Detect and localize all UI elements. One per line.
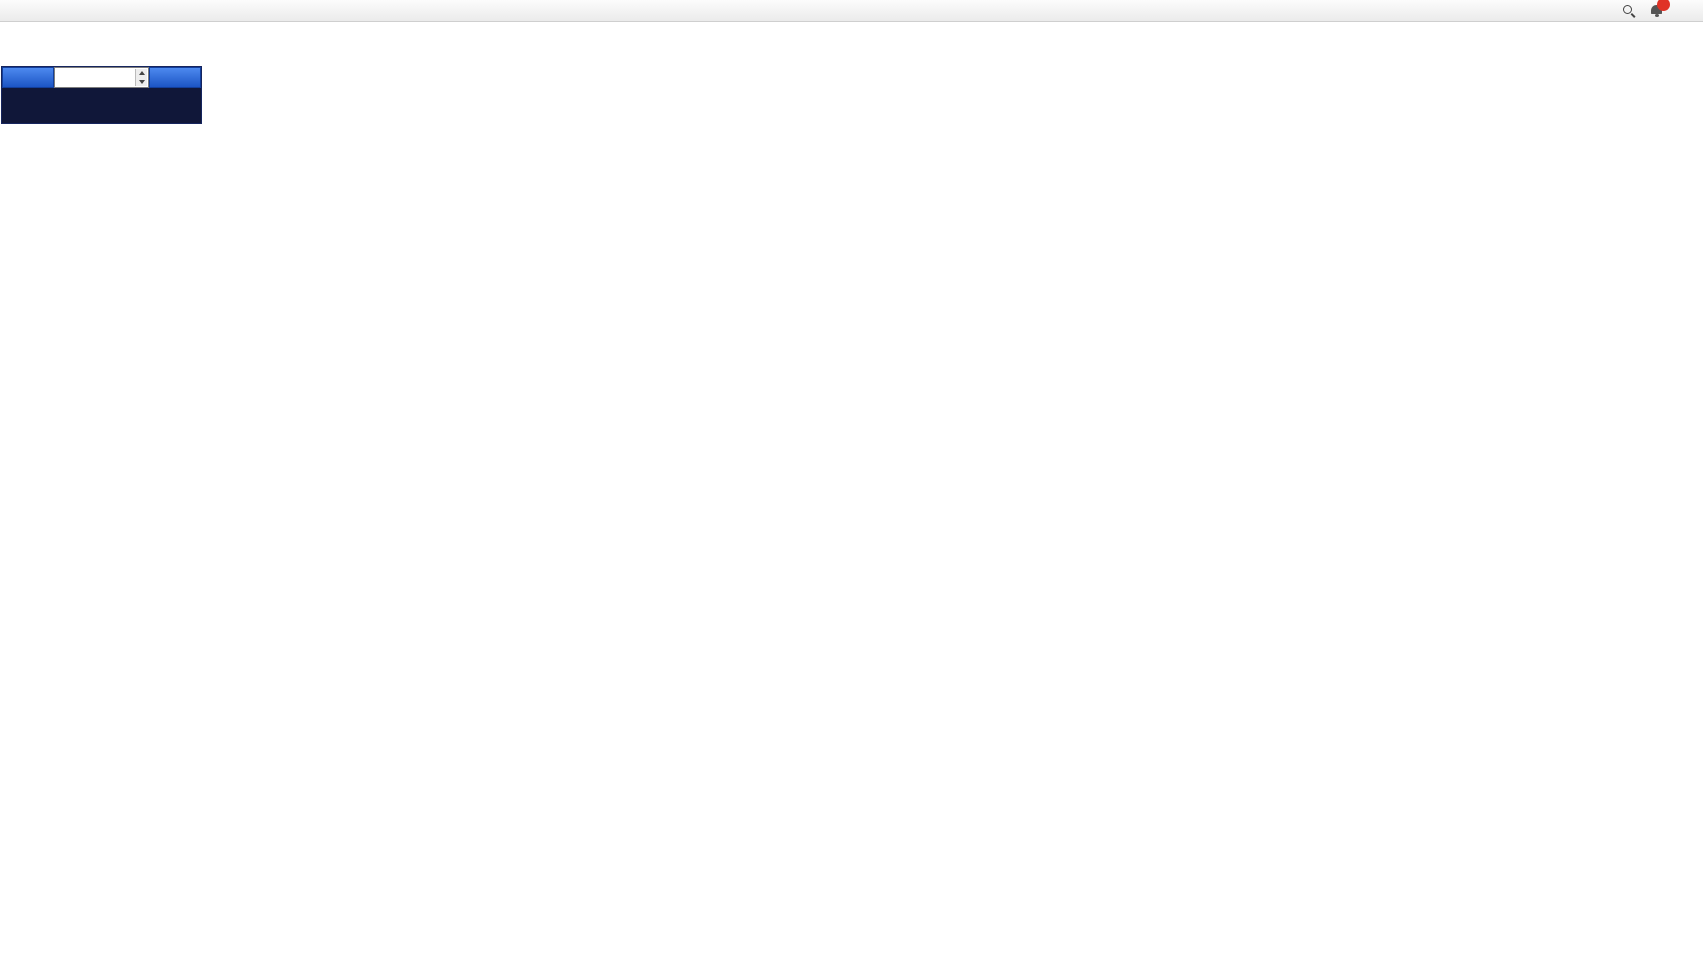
trade-panel-prices — [2, 88, 201, 123]
toolbar-right-group — [1622, 0, 1699, 18]
volume-spinner[interactable] — [135, 69, 147, 86]
search-icon[interactable] — [1622, 4, 1636, 18]
trade-panel-controls — [2, 67, 201, 88]
sell-button[interactable] — [2, 67, 54, 88]
one-click-trading-panel — [1, 66, 202, 124]
toolbar — [0, 0, 1703, 22]
buy-price — [102, 88, 197, 123]
volume-down-icon[interactable] — [138, 79, 145, 84]
volume-input[interactable] — [55, 70, 148, 85]
buy-button[interactable] — [149, 67, 201, 88]
bell-icon — [1651, 5, 1662, 17]
volume-up-icon[interactable] — [138, 71, 145, 76]
chart-window[interactable] — [0, 22, 1703, 941]
notification-badge — [1657, 0, 1670, 11]
price-chart-canvas[interactable] — [0, 44, 1703, 890]
sell-price — [7, 88, 102, 123]
volume-field[interactable] — [54, 67, 149, 88]
notifications-icon[interactable] — [1650, 0, 1670, 17]
